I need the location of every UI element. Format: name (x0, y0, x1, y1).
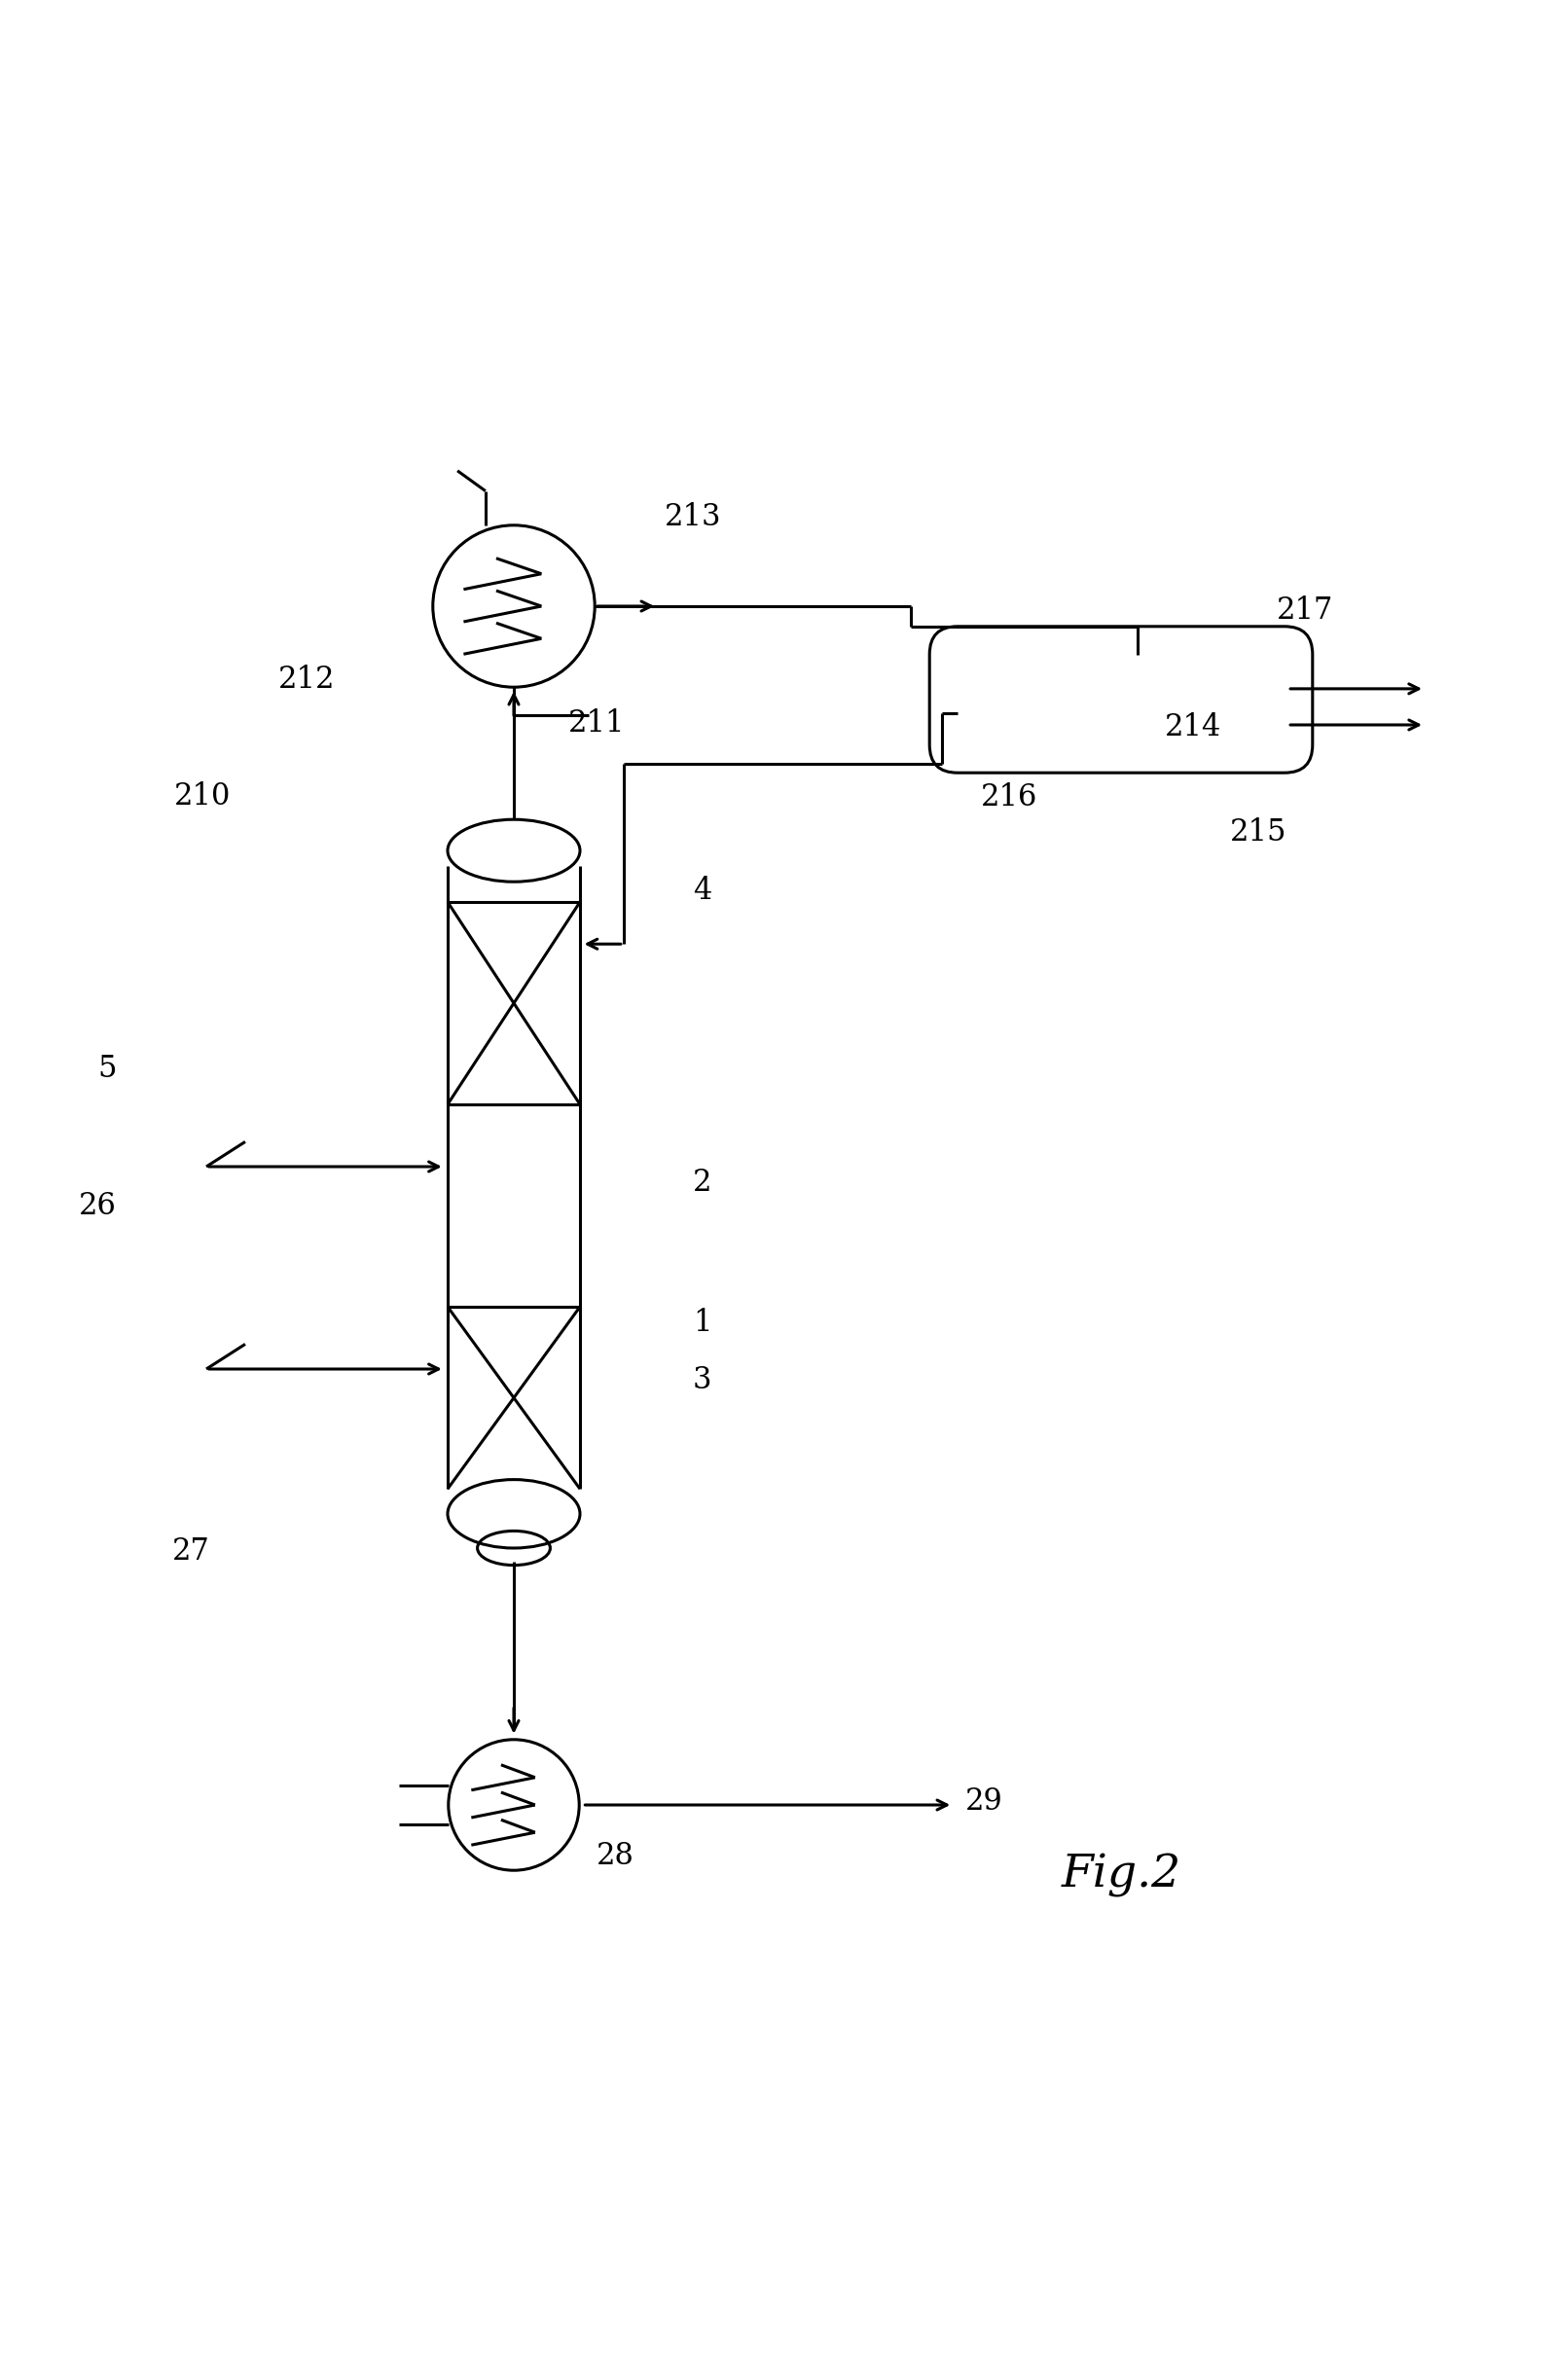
Text: 211: 211 (568, 707, 626, 738)
Text: 215: 215 (1230, 816, 1288, 847)
Text: 213: 213 (665, 502, 721, 533)
Text: 212: 212 (277, 664, 335, 695)
Text: 5: 5 (98, 1054, 117, 1083)
Text: 1: 1 (693, 1307, 712, 1338)
Text: 26: 26 (79, 1190, 117, 1221)
Text: 2: 2 (693, 1166, 712, 1197)
Text: 214: 214 (1165, 712, 1221, 743)
Text: 210: 210 (174, 781, 230, 812)
Text: 27: 27 (173, 1535, 210, 1566)
Text: 28: 28 (596, 1842, 634, 1871)
Text: 3: 3 (693, 1364, 712, 1395)
Text: 216: 216 (981, 783, 1037, 812)
Text: 4: 4 (693, 876, 712, 907)
Text: 29: 29 (965, 1787, 1003, 1816)
Text: 217: 217 (1277, 595, 1333, 626)
Text: Fig.2: Fig.2 (1060, 1854, 1182, 1897)
